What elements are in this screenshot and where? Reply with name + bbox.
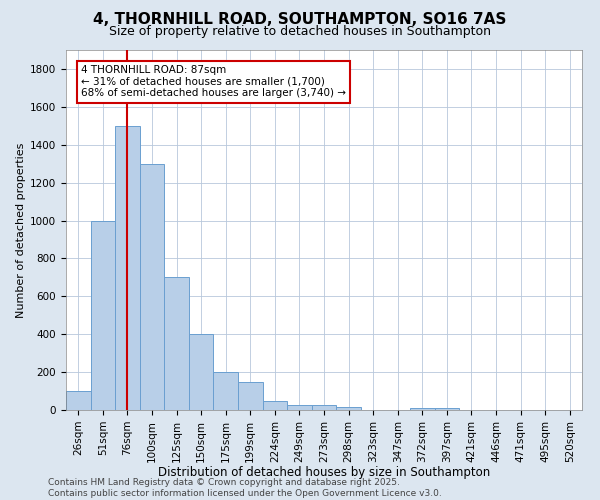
- Bar: [287, 406, 312, 410]
- Y-axis label: Number of detached properties: Number of detached properties: [16, 142, 26, 318]
- Bar: [140, 164, 164, 410]
- Bar: [336, 407, 361, 410]
- Bar: [238, 382, 263, 410]
- Bar: [189, 334, 214, 410]
- Bar: [66, 391, 91, 410]
- Bar: [434, 408, 459, 410]
- Bar: [115, 126, 140, 410]
- Bar: [164, 278, 189, 410]
- Text: 4, THORNHILL ROAD, SOUTHAMPTON, SO16 7AS: 4, THORNHILL ROAD, SOUTHAMPTON, SO16 7AS: [94, 12, 506, 28]
- Bar: [263, 400, 287, 410]
- Text: Size of property relative to detached houses in Southampton: Size of property relative to detached ho…: [109, 25, 491, 38]
- Text: 4 THORNHILL ROAD: 87sqm
← 31% of detached houses are smaller (1,700)
68% of semi: 4 THORNHILL ROAD: 87sqm ← 31% of detache…: [81, 65, 346, 98]
- Bar: [214, 372, 238, 410]
- Bar: [91, 220, 115, 410]
- Bar: [312, 406, 336, 410]
- Text: Contains HM Land Registry data © Crown copyright and database right 2025.
Contai: Contains HM Land Registry data © Crown c…: [48, 478, 442, 498]
- Bar: [410, 408, 434, 410]
- X-axis label: Distribution of detached houses by size in Southampton: Distribution of detached houses by size …: [158, 466, 490, 479]
